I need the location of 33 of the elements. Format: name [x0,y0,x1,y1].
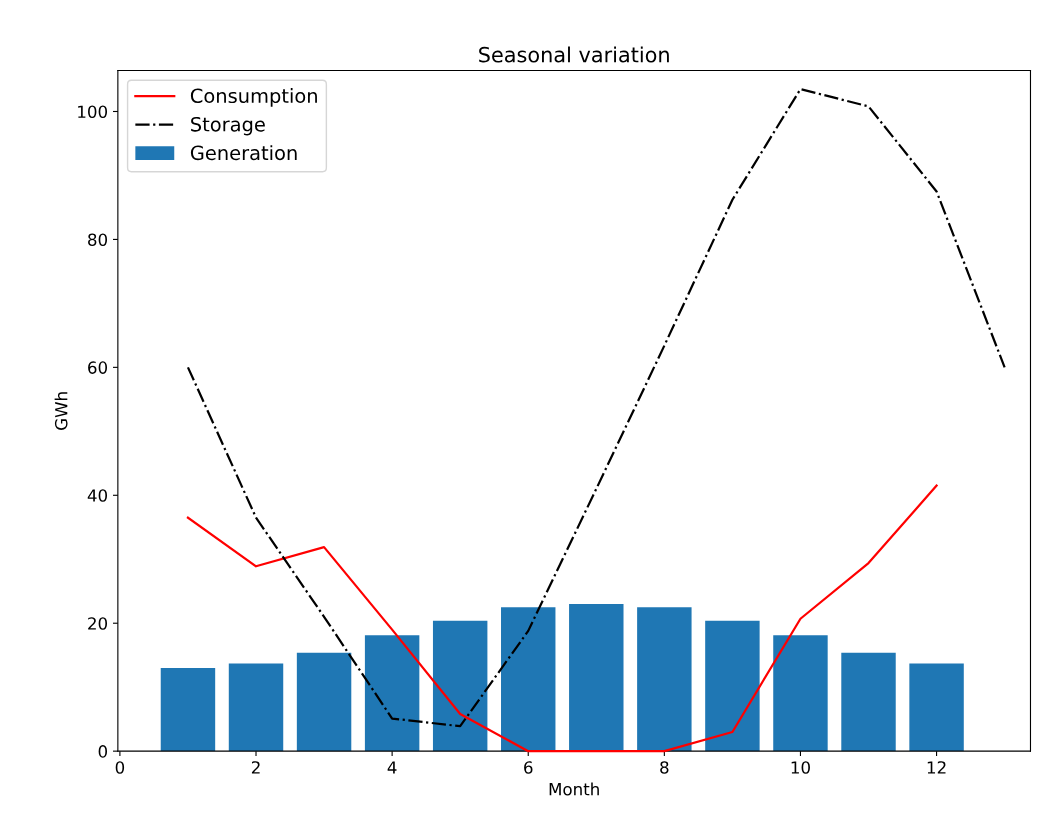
bar [364,635,420,752]
bar [909,663,964,752]
legend-label: Generation [190,145,297,161]
y-axis-title: GWh [54,392,68,430]
x-tick-label: 6 [524,761,533,774]
x-tick-label: 10 [791,761,810,774]
bar [296,652,352,752]
chart-title: Seasonal variation [479,46,669,63]
y-tick-label: 100 [78,105,108,119]
x-tick-label: 12 [927,761,946,774]
line-series [186,484,938,753]
bar [841,652,896,752]
y-tick-label: 40 [87,489,108,502]
y-tick-label: 20 [88,617,108,630]
y-tick-label: 80 [88,233,108,246]
legend-label: Consumption [190,88,317,107]
x-tick-label: 0 [115,761,125,774]
bar [637,607,692,752]
legend-label: Storage [191,116,265,136]
line-series [186,87,1006,728]
bar [773,635,828,752]
x-tick-label: 4 [387,761,397,774]
y-tick-label: 60 [88,361,108,374]
bar [160,667,216,752]
y-tick-label: 0 [98,745,108,758]
bar [501,607,556,752]
bar [569,604,624,752]
bar [228,663,284,752]
bar [705,620,760,752]
x-axis-title: Month [549,782,599,796]
x-tick-label: 8 [660,761,669,774]
bar [432,620,488,752]
x-tick-label: 2 [251,761,260,774]
